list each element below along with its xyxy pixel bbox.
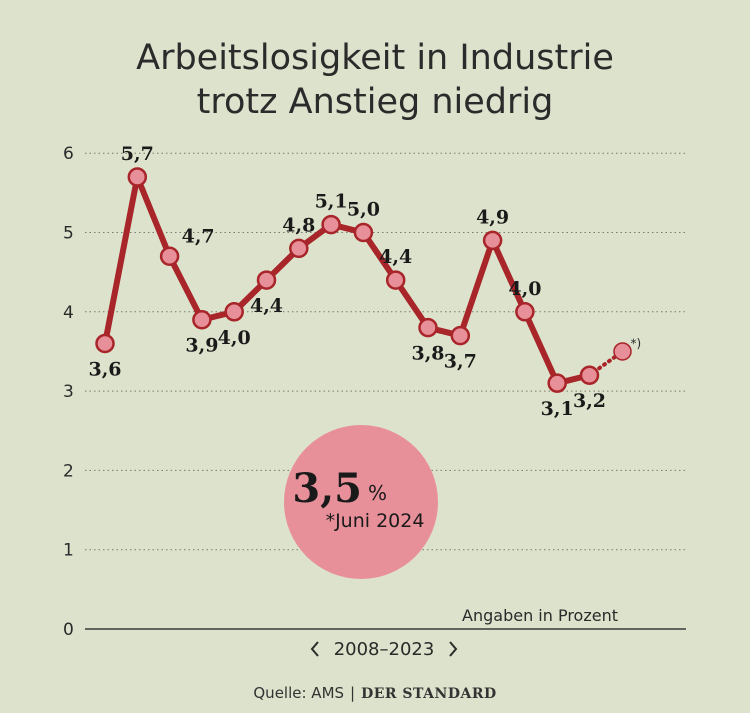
y-tick-label: 4 xyxy=(63,303,74,323)
grid-lines xyxy=(85,152,686,551)
data-point xyxy=(385,270,406,290)
footnote-marker: *) xyxy=(631,336,642,350)
y-tick-label: 3 xyxy=(63,382,74,402)
chart-title: Arbeitslosigkeit in Industrie trotz Anst… xyxy=(0,36,750,124)
data-point xyxy=(353,222,374,243)
data-point xyxy=(418,317,438,338)
data-point xyxy=(192,309,212,330)
highlight-caption: *Juni 2024 xyxy=(326,510,425,532)
data-point xyxy=(95,333,115,354)
data-label: 3,6 xyxy=(88,359,121,381)
series-line xyxy=(102,173,593,387)
x-axis-label: 2008–2023 xyxy=(334,639,435,660)
y-tick-label: 6 xyxy=(63,144,74,164)
title-line-1: Arbeitslosigkeit in Industrie xyxy=(136,38,614,78)
data-markers: *) xyxy=(95,167,642,393)
y-tick-label: 5 xyxy=(63,224,74,244)
footer-separator: | xyxy=(350,684,356,702)
highlight-value: 3,5 xyxy=(292,465,362,512)
highlight-bubble xyxy=(284,425,438,579)
highlight-unit: % xyxy=(368,481,387,505)
data-label: 4,0 xyxy=(218,327,251,349)
data-labels: 3,65,74,73,9 4,04,44,85,1 5,04,43,8 3,74,94… xyxy=(88,143,606,420)
data-label: 4,8 xyxy=(282,214,315,236)
data-label: 3,2 xyxy=(573,390,606,412)
y-axis-ticks: 0 1 2 3 4 5 6 xyxy=(63,144,74,640)
data-point xyxy=(450,325,471,346)
data-label: 4,4 xyxy=(250,295,283,317)
data-label: 3,9 xyxy=(185,335,218,357)
data-point xyxy=(321,214,341,235)
data-point xyxy=(224,302,244,322)
data-label: 5,1 xyxy=(315,191,348,213)
data-point xyxy=(127,167,148,187)
data-point xyxy=(256,270,277,290)
x-axis-range: 2008–2023 xyxy=(310,639,458,660)
footer: Quelle: AMS | DER STANDARD xyxy=(0,684,750,702)
chevron-left-icon xyxy=(310,641,319,657)
data-point-extra xyxy=(613,342,632,361)
y-tick-label: 1 xyxy=(63,541,74,561)
y-tick-label: 2 xyxy=(63,461,74,481)
source-label: Quelle: AMS xyxy=(253,684,345,702)
data-label: 4,7 xyxy=(182,225,215,247)
data-label: 5,7 xyxy=(121,143,154,165)
data-label: 3,8 xyxy=(411,343,444,365)
y-tick-label: 0 xyxy=(63,620,74,640)
data-point xyxy=(547,373,567,393)
data-point xyxy=(515,302,535,322)
data-point xyxy=(579,365,600,385)
brand-logo: DER STANDARD xyxy=(361,686,497,702)
title-line-2: trotz Anstieg niedrig xyxy=(196,82,554,122)
data-point xyxy=(289,238,309,259)
data-point xyxy=(482,230,503,251)
data-label: 4,4 xyxy=(379,246,412,268)
data-label: 3,1 xyxy=(541,398,574,420)
data-label: 5,0 xyxy=(347,199,380,221)
data-label: 4,9 xyxy=(476,206,509,228)
data-label: 3,7 xyxy=(444,351,477,373)
data-label: 4,0 xyxy=(508,278,541,300)
data-point xyxy=(159,246,180,267)
unit-note: Angaben in Prozent xyxy=(462,606,618,625)
chevron-right-icon xyxy=(449,641,458,657)
